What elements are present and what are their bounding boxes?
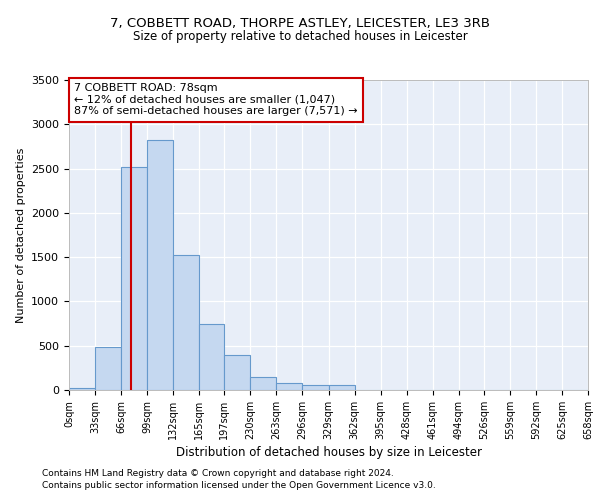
Bar	[199, 324, 224, 390]
Bar	[250, 377, 277, 390]
Bar	[302, 385, 329, 390]
Text: 7 COBBETT ROAD: 78sqm
← 12% of detached houses are smaller (1,047)
87% of semi-d: 7 COBBETT ROAD: 78sqm ← 12% of detached …	[74, 83, 358, 116]
Bar	[224, 356, 250, 390]
Bar	[69, 388, 95, 390]
Y-axis label: Number of detached properties: Number of detached properties	[16, 148, 26, 322]
Text: Contains HM Land Registry data © Crown copyright and database right 2024.: Contains HM Land Registry data © Crown c…	[42, 468, 394, 477]
Text: 7, COBBETT ROAD, THORPE ASTLEY, LEICESTER, LE3 3RB: 7, COBBETT ROAD, THORPE ASTLEY, LEICESTE…	[110, 18, 490, 30]
Bar	[277, 383, 302, 390]
Bar	[147, 140, 173, 390]
Text: Contains public sector information licensed under the Open Government Licence v3: Contains public sector information licen…	[42, 481, 436, 490]
X-axis label: Distribution of detached houses by size in Leicester: Distribution of detached houses by size …	[176, 446, 482, 459]
Bar	[173, 256, 199, 390]
Text: Size of property relative to detached houses in Leicester: Size of property relative to detached ho…	[133, 30, 467, 43]
Bar	[121, 167, 147, 390]
Bar	[329, 385, 355, 390]
Bar	[95, 348, 121, 390]
